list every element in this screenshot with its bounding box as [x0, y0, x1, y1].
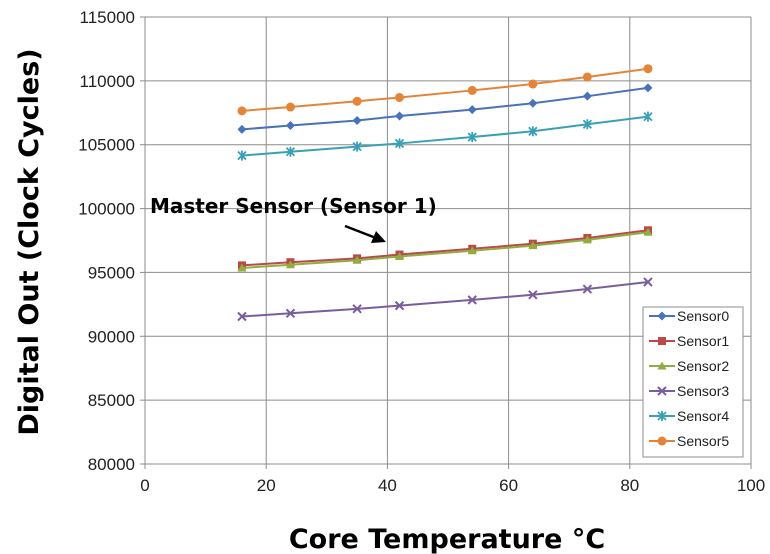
data-point-sensor0: [237, 124, 247, 134]
data-point-sensor3: [582, 284, 593, 294]
data-point-sensor5: [528, 79, 538, 89]
legend-marker-sensor2: [657, 361, 667, 370]
legend-marker-sensor0: [657, 311, 667, 321]
data-point-sensor0: [582, 91, 592, 101]
data-point-sensor3: [528, 290, 538, 300]
y-tick-label: 100000: [78, 200, 135, 219]
data-point-sensor0: [528, 98, 538, 108]
data-point-sensor3: [394, 300, 405, 311]
legend-label-sensor0: Sensor0: [677, 308, 729, 324]
data-point-sensor4: [643, 111, 653, 122]
data-point-sensor2: [285, 260, 295, 269]
data-point-sensor5: [643, 64, 653, 74]
data-point-sensor0: [467, 105, 477, 115]
data-point-sensor4: [352, 141, 362, 152]
data-point-sensor5: [467, 85, 477, 95]
y-tick-label: 95000: [88, 263, 135, 282]
axes: [140, 16, 752, 469]
data-point-sensor3: [352, 304, 362, 314]
series-sensor2: [237, 227, 653, 272]
series-line-sensor4: [241, 115, 649, 157]
data-point-sensor2: [352, 255, 362, 264]
series-line-sensor2: [241, 231, 649, 269]
series-sensor5: [237, 64, 653, 116]
y-tick-label: 105000: [78, 136, 135, 155]
grid-lines: [145, 16, 752, 464]
data-point-sensor2: [528, 241, 538, 250]
series-line-sensor1: [241, 229, 649, 267]
legend-marker-sensor3: [657, 386, 667, 396]
x-tick-label: 0: [140, 476, 149, 495]
legend-label-sensor2: Sensor2: [677, 358, 729, 374]
x-tick-label: 20: [257, 476, 276, 495]
series-group: [237, 64, 653, 322]
x-axis-title: Core Temperature °C: [289, 524, 605, 554]
y-tick-label: 85000: [88, 391, 135, 410]
legend-label-sensor1: Sensor1: [677, 333, 729, 349]
y-tick-label: 110000: [80, 72, 135, 91]
y-tick-labels: 80000 85000 90000 95000 100000 105000 110000 11…: [78, 8, 135, 474]
data-point-sensor2: [237, 263, 247, 272]
series-line-sensor5: [241, 67, 649, 112]
y-tick-label: 115000: [80, 8, 135, 27]
legend-item-sensor2: Sensor2: [649, 358, 729, 374]
data-point-sensor2: [582, 235, 592, 244]
annotation-arrow: [344, 224, 386, 243]
series-sensor3: [237, 277, 653, 322]
legend-marker-sensor5: [657, 436, 667, 446]
x-tick-label: 100: [737, 476, 765, 495]
legend-item-sensor4: Sensor4: [649, 408, 729, 424]
data-point-sensor0: [395, 111, 405, 121]
data-point-sensor5: [285, 102, 295, 112]
legend-item-sensor5: Sensor5: [649, 433, 729, 449]
data-point-sensor0: [285, 121, 295, 131]
master-sensor-annotation: Master Sensor (Sensor 1): [150, 194, 437, 218]
data-point-sensor4: [394, 138, 405, 149]
y-tick-label: 90000: [88, 327, 135, 346]
legend-item-sensor0: Sensor0: [649, 308, 729, 324]
data-point-sensor4: [582, 119, 593, 130]
y-axis-title: Digital Out (Clock Cycles): [14, 48, 45, 435]
data-point-sensor0: [352, 115, 362, 125]
x-tick-label: 40: [378, 476, 397, 495]
data-point-sensor4: [285, 146, 296, 157]
data-point-sensor4: [237, 150, 247, 161]
data-point-sensor5: [237, 106, 247, 116]
x-tick-labels: 0 20 40 60 80 100: [140, 476, 765, 495]
data-point-sensor2: [643, 227, 653, 236]
x-tick-label: 80: [620, 476, 639, 495]
series-sensor4: [237, 111, 653, 161]
legend-box: [642, 306, 744, 458]
legend-label-sensor5: Sensor5: [677, 433, 729, 449]
data-point-sensor5: [395, 92, 405, 102]
data-point-sensor4: [467, 132, 477, 143]
legend-label-sensor4: Sensor4: [677, 408, 729, 424]
data-point-sensor3: [467, 295, 477, 305]
legend-marker-sensor1: [658, 337, 666, 345]
data-point-sensor3: [237, 311, 247, 322]
data-point-sensor5: [582, 72, 592, 82]
data-point-sensor3: [643, 277, 653, 287]
x-tick-label: 60: [499, 476, 518, 495]
legend-item-sensor3: Sensor3: [649, 383, 729, 399]
legend: Sensor0 Sensor1 Sensor2 Sensor3 Sensor4 Senso…: [642, 306, 744, 458]
y-tick-label: 80000: [88, 455, 135, 474]
data-point-sensor2: [467, 246, 477, 255]
data-point-sensor4: [528, 126, 538, 137]
data-point-sensor5: [352, 96, 362, 106]
legend-label-sensor3: Sensor3: [677, 383, 729, 399]
data-point-sensor0: [643, 83, 653, 93]
series-line-sensor0: [241, 86, 649, 131]
data-point-sensor2: [395, 251, 405, 260]
series-sensor0: [237, 83, 653, 134]
legend-item-sensor1: Sensor1: [649, 333, 729, 349]
series-line-sensor3: [241, 281, 649, 318]
data-point-sensor3: [285, 308, 296, 319]
legend-marker-sensor4: [657, 411, 667, 421]
